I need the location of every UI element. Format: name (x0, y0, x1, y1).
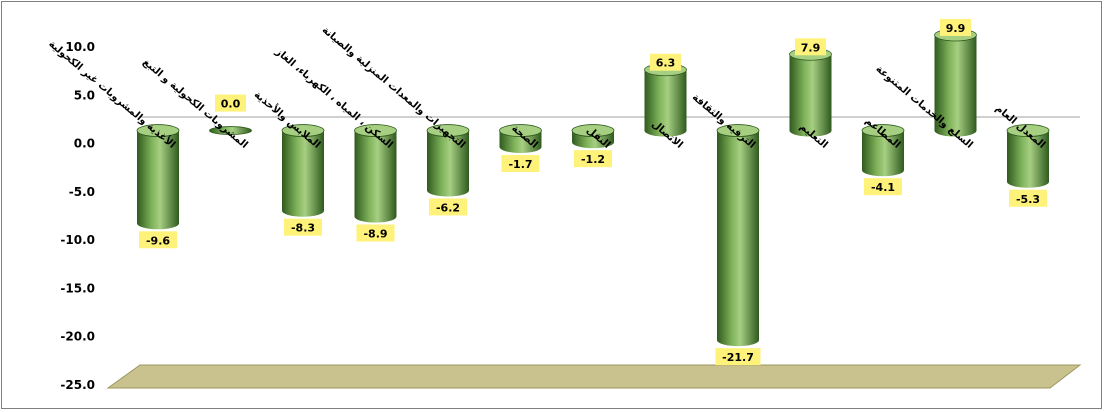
data-label-text: -5.3 (1016, 193, 1040, 206)
bar-body (717, 130, 759, 341)
data-label: 0.0 (215, 94, 246, 112)
bar-cap (209, 126, 252, 135)
data-label-text: -4.1 (871, 181, 895, 194)
data-label-bg (795, 38, 826, 56)
bar-body (137, 130, 179, 224)
bar-bottom (137, 217, 179, 230)
data-labels: -9.6 0.0 -8.3 -8.9 -6.2 -1.7 -1.2 6.3 -21.7 7.9 -4… (139, 18, 1047, 366)
bar-body (862, 130, 904, 171)
bar-bottom (427, 184, 469, 197)
data-label-bg (574, 150, 612, 168)
bar (861, 124, 905, 177)
y-tick-label: -5.0 (69, 185, 95, 199)
bar-bottom (862, 164, 904, 177)
data-label: 7.9 (795, 38, 826, 56)
y-tick-label: 5.0 (74, 88, 95, 102)
bar-body (282, 130, 324, 211)
bars (136, 28, 1050, 347)
data-label-bg (1009, 189, 1047, 207)
data-label-bg (715, 348, 761, 366)
data-label: -1.2 (574, 150, 612, 168)
bar-top (426, 124, 470, 137)
bar-bottom (789, 124, 832, 137)
bar (571, 124, 615, 149)
data-label: 6.3 (650, 53, 681, 71)
bar-bottom (1007, 175, 1049, 188)
bar (499, 124, 542, 153)
data-label-bg (501, 154, 540, 172)
bar-body (1007, 130, 1049, 182)
bar-bottom (499, 140, 542, 153)
bar (426, 124, 470, 197)
bar-body (934, 34, 977, 131)
bar (789, 47, 832, 137)
y-tick-label: 0.0 (74, 137, 95, 151)
data-label-bg (429, 198, 467, 216)
data-label-text: -6.2 (436, 201, 460, 214)
bar-body (427, 130, 469, 191)
data-label-bg (356, 224, 395, 242)
y-axis: 10.0 5.0 0.0 -5.0 -10.0 -15.0 -20.0 -25.0 (60, 40, 95, 392)
bar-top (861, 124, 905, 137)
bar (354, 124, 397, 223)
data-label-bg (139, 231, 177, 249)
bar (716, 124, 760, 347)
bar-bottom (644, 124, 687, 137)
data-label-bg (215, 94, 246, 112)
data-label-text: 9.9 (946, 22, 966, 35)
bar-top (571, 124, 615, 137)
data-label-text: -8.3 (291, 222, 315, 235)
bar (209, 126, 252, 135)
data-label: -9.6 (139, 231, 177, 249)
bar (934, 28, 977, 137)
bar-top (136, 124, 180, 137)
y-tick-label: -20.0 (60, 330, 95, 344)
bar-top (499, 124, 542, 137)
bar-bottom (572, 136, 614, 149)
y-tick-label: -25.0 (60, 378, 95, 392)
bar-top (716, 124, 760, 137)
y-tick-label: 10.0 (65, 40, 95, 54)
chart-floor (106, 364, 1082, 389)
bar-body (789, 54, 832, 131)
bar-top (281, 124, 325, 137)
data-label-text: 7.9 (801, 41, 821, 54)
data-label-bg (650, 53, 681, 71)
data-label-text: -1.7 (508, 158, 532, 171)
bar-bottom (934, 124, 977, 137)
bar-body (354, 130, 397, 217)
y-tick-label: -10.0 (60, 233, 95, 247)
data-label: -5.3 (1009, 189, 1047, 207)
y-tick-label: -15.0 (60, 281, 95, 295)
bar (281, 124, 325, 217)
data-label: -1.7 (501, 154, 540, 172)
data-label-bg (864, 178, 902, 196)
data-label-text: 6.3 (656, 57, 676, 70)
bar (644, 63, 687, 137)
bar-bottom (717, 334, 759, 347)
data-label: -6.2 (429, 198, 467, 216)
bar (136, 124, 180, 230)
bar-top (1006, 124, 1050, 137)
data-label-text: -1.2 (581, 153, 605, 166)
data-label: -4.1 (864, 178, 902, 196)
bar (1006, 124, 1050, 188)
bar-top (354, 124, 397, 137)
data-label: 9.9 (940, 18, 971, 36)
bar-bottom (354, 210, 397, 223)
data-label-bg (284, 218, 322, 236)
data-label: -8.3 (284, 218, 322, 236)
data-label-text: -9.6 (146, 234, 170, 247)
data-label-text: 0.0 (221, 98, 241, 111)
bar-body (644, 69, 687, 131)
data-label-text: -21.7 (722, 351, 754, 364)
data-label-text: -8.9 (363, 228, 387, 241)
data-label: -8.9 (356, 224, 395, 242)
bar-bottom (282, 204, 324, 217)
data-label: -21.7 (715, 348, 761, 366)
data-label-bg (940, 18, 971, 36)
